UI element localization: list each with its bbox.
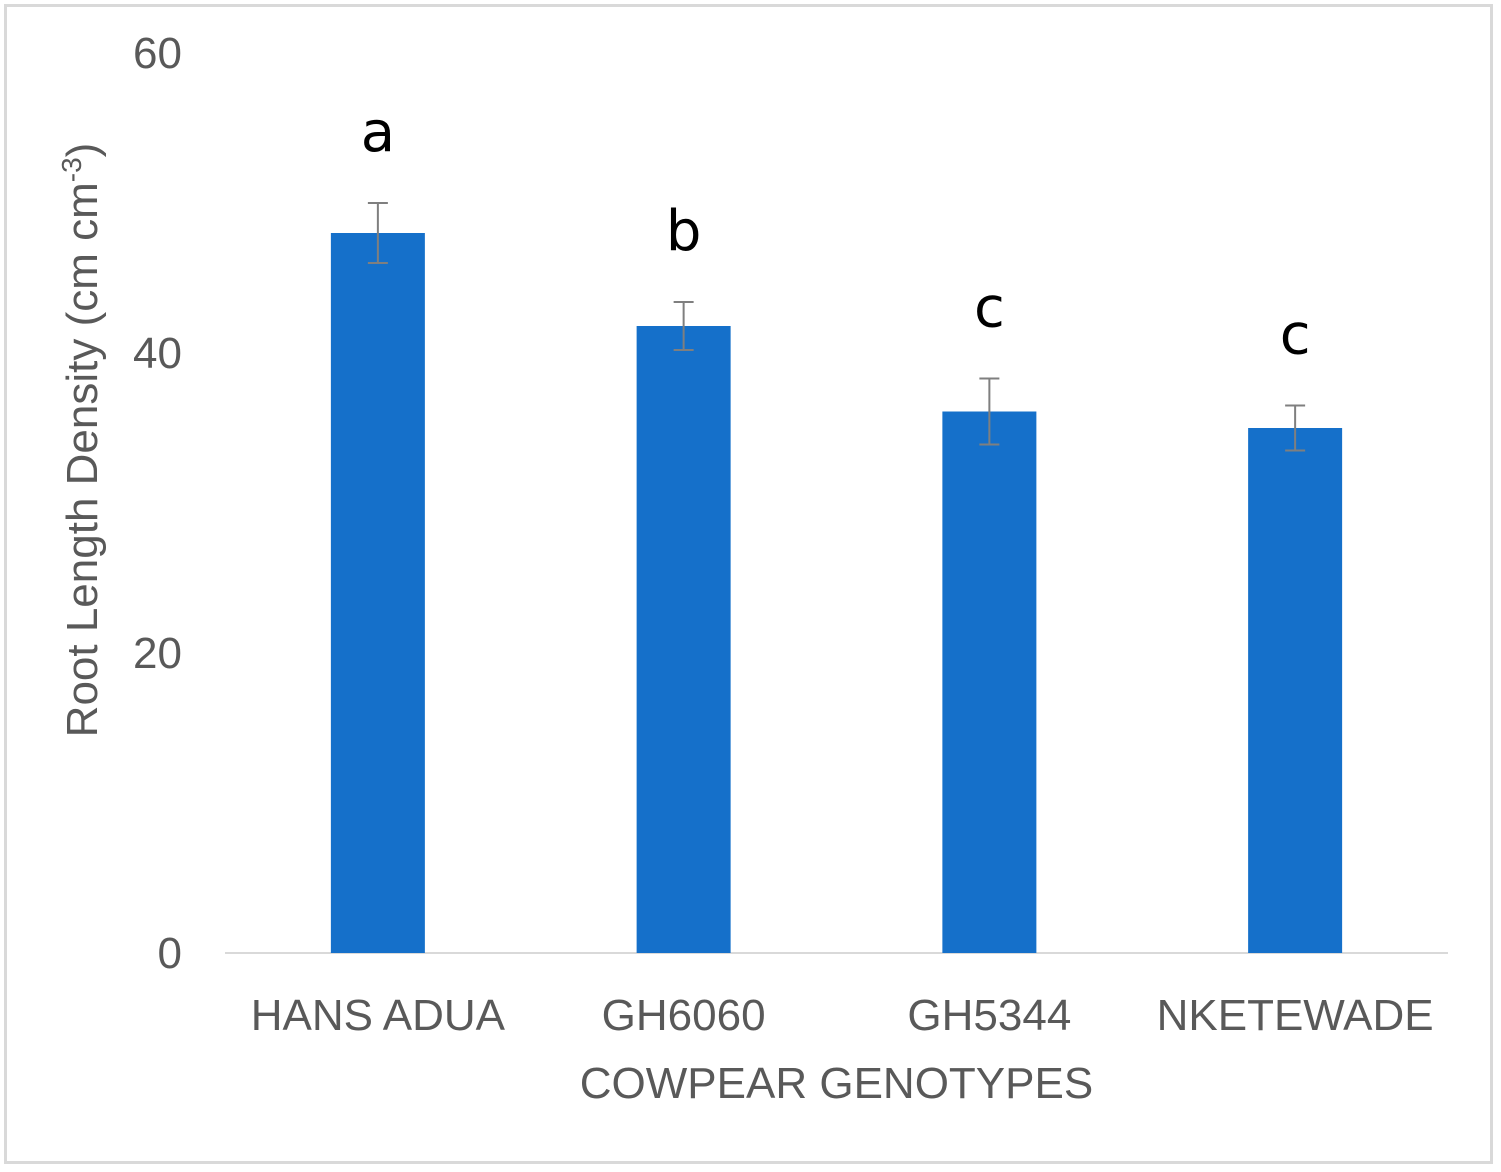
y-tick-label: 20	[133, 629, 182, 678]
y-axis-title-superscript: -3	[56, 157, 87, 182]
error-bar	[1285, 404, 1306, 452]
significance-letter: b	[666, 199, 702, 264]
bar	[636, 326, 731, 953]
error-bar	[979, 377, 1000, 446]
error-bars-group	[367, 202, 1306, 452]
y-axis-ticks: 0 20 40 60	[133, 29, 182, 978]
y-tick-label: 40	[133, 329, 182, 378]
y-tick-label: 60	[133, 29, 182, 78]
x-axis-categories: HANS ADUA GH6060 GH5344 NKETEWADE	[251, 991, 1434, 1040]
significance-letter: c	[1280, 303, 1311, 368]
y-axis-title-main: Root Length Density (cm cm	[58, 182, 107, 737]
x-category-label: GH6060	[602, 991, 766, 1040]
x-axis-title: COWPEAR GENOTYPES	[580, 1059, 1093, 1108]
error-bar	[367, 202, 388, 264]
chart-frame	[4, 4, 1493, 1164]
x-category-label: HANS ADUA	[251, 991, 506, 1040]
y-tick-label: 0	[158, 929, 182, 978]
y-axis-title: Root Length Density (cm cm-3)	[56, 143, 107, 738]
y-axis-title-suffix: )	[58, 143, 107, 158]
x-category-label: GH5344	[907, 991, 1071, 1040]
significance-letter: c	[974, 276, 1005, 341]
error-bar	[673, 301, 694, 351]
x-category-label: NKETEWADE	[1157, 991, 1434, 1040]
bar	[330, 233, 425, 953]
bar	[942, 411, 1037, 953]
bar	[1248, 428, 1343, 953]
bars-group	[330, 233, 1343, 953]
significance-letters-group: a b c c	[361, 100, 1311, 368]
significance-letter: a	[361, 100, 395, 165]
